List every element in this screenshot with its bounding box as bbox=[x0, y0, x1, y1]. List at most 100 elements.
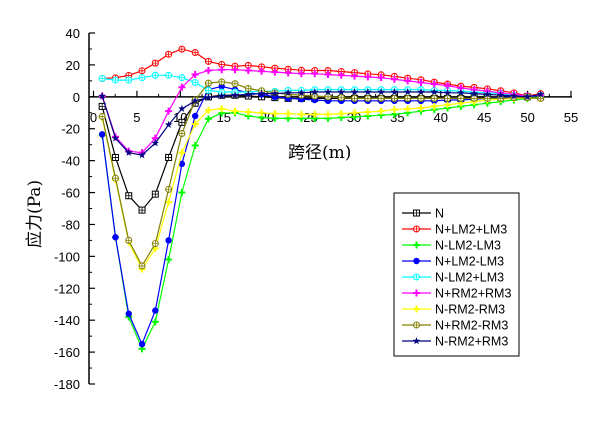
marker-cross bbox=[471, 95, 478, 102]
star-marker bbox=[364, 88, 372, 96]
marker-cross bbox=[139, 262, 146, 269]
plus-marker bbox=[413, 289, 420, 297]
marker-cross bbox=[364, 95, 371, 102]
plus-marker bbox=[311, 70, 319, 78]
y-tick-label: -100 bbox=[54, 249, 80, 264]
plus-marker bbox=[444, 101, 452, 109]
legend-label: N-LM2+LM3 bbox=[435, 271, 504, 285]
marker-cross bbox=[139, 67, 146, 74]
y-tick-label: -40 bbox=[61, 154, 80, 169]
y-tick-label: 20 bbox=[66, 58, 80, 73]
x-tick-label: 45 bbox=[477, 110, 491, 125]
plus-marker bbox=[284, 69, 292, 77]
marker-cross bbox=[404, 95, 411, 102]
marker-cross bbox=[413, 210, 420, 216]
marker-cross bbox=[178, 74, 185, 81]
legend: N N+LM2+LM3 N-LM2-LM3 N+LM2-LM3 N-LM2+LM3 N+R… bbox=[393, 192, 520, 357]
marker-cross bbox=[457, 95, 464, 102]
dot-marker bbox=[138, 340, 146, 348]
y-axis-label: 应力(Pa) bbox=[25, 180, 45, 248]
series-line bbox=[101, 69, 541, 154]
axes: 40 20 0 -20 -40 -60 -80 -100 -120 -140 -160 -180 0 5 1… bbox=[54, 26, 578, 392]
star-marker bbox=[191, 96, 199, 104]
star-marker bbox=[138, 151, 146, 159]
plus-marker bbox=[417, 78, 425, 86]
y-tick-label: -140 bbox=[54, 313, 80, 328]
series-line bbox=[101, 96, 541, 271]
marker-cross bbox=[152, 60, 159, 67]
plus-marker bbox=[351, 72, 359, 80]
marker-cross bbox=[99, 113, 106, 120]
plus-marker bbox=[165, 256, 173, 264]
plus-marker bbox=[311, 110, 319, 118]
marker-cross bbox=[178, 130, 185, 137]
marker-cross bbox=[378, 95, 385, 102]
dot-marker bbox=[125, 310, 132, 317]
legend-item: N bbox=[402, 207, 444, 221]
plus-marker bbox=[271, 110, 279, 118]
series-line bbox=[101, 97, 541, 351]
star-marker bbox=[217, 92, 226, 100]
plus-marker bbox=[178, 189, 186, 197]
marker-cross bbox=[431, 95, 438, 102]
plus-marker bbox=[244, 108, 252, 116]
marker-cross bbox=[125, 237, 132, 244]
marker-cross bbox=[484, 95, 491, 102]
star-marker bbox=[151, 139, 160, 147]
dot-marker bbox=[191, 112, 199, 120]
marker-cross bbox=[338, 94, 345, 101]
marker-cross bbox=[139, 207, 146, 214]
legend-label: N bbox=[435, 207, 444, 221]
star-marker bbox=[523, 92, 531, 101]
marker-cross bbox=[413, 226, 420, 232]
star-marker bbox=[483, 90, 492, 98]
legend-label: N+LM2-LM3 bbox=[435, 255, 504, 269]
star-marker bbox=[284, 88, 292, 97]
star-marker bbox=[310, 88, 319, 96]
plus-marker bbox=[297, 70, 305, 78]
plus-marker bbox=[258, 109, 266, 117]
dot-marker bbox=[152, 307, 159, 314]
plus-marker bbox=[324, 110, 332, 118]
x-tick-label: 55 bbox=[564, 110, 578, 125]
star-marker bbox=[457, 88, 465, 97]
plus-marker bbox=[284, 110, 292, 118]
dot-marker bbox=[178, 160, 186, 168]
x-tick-label: 5 bbox=[133, 110, 140, 125]
marker-cross bbox=[165, 72, 172, 79]
star-marker bbox=[204, 93, 213, 101]
y-tick-label: -20 bbox=[61, 122, 80, 137]
x-tick-label: 50 bbox=[520, 110, 534, 125]
plus-marker bbox=[390, 75, 398, 83]
legend-item: N-RM2+RM3 bbox=[402, 335, 508, 349]
series-line bbox=[102, 48, 541, 97]
marker-cross bbox=[125, 77, 132, 84]
marker-cross bbox=[112, 175, 119, 182]
star-marker bbox=[98, 92, 106, 100]
plus-marker bbox=[204, 115, 212, 123]
marker-cross bbox=[112, 154, 119, 161]
plus-marker bbox=[324, 70, 332, 78]
star-marker bbox=[244, 90, 253, 98]
plus-marker bbox=[218, 66, 226, 74]
marker-cross bbox=[112, 77, 119, 84]
star-marker bbox=[337, 88, 346, 96]
plus-marker bbox=[430, 102, 438, 110]
marker-cross bbox=[99, 103, 106, 110]
marker-cross bbox=[205, 58, 212, 65]
marker-cross bbox=[165, 186, 172, 193]
plus-marker bbox=[271, 68, 279, 76]
marker-cross bbox=[178, 46, 185, 53]
plus-marker bbox=[417, 104, 425, 112]
star-marker bbox=[350, 88, 359, 96]
plus-marker bbox=[191, 70, 199, 78]
plus-marker bbox=[231, 107, 239, 115]
star-marker bbox=[443, 88, 452, 97]
star-marker bbox=[231, 91, 239, 99]
plus-marker bbox=[258, 67, 266, 75]
marker-cross bbox=[178, 119, 185, 126]
marker-cross bbox=[218, 78, 225, 85]
x-tick-label: 15 bbox=[216, 110, 230, 125]
legend-item: N-LM2-LM3 bbox=[402, 239, 501, 253]
